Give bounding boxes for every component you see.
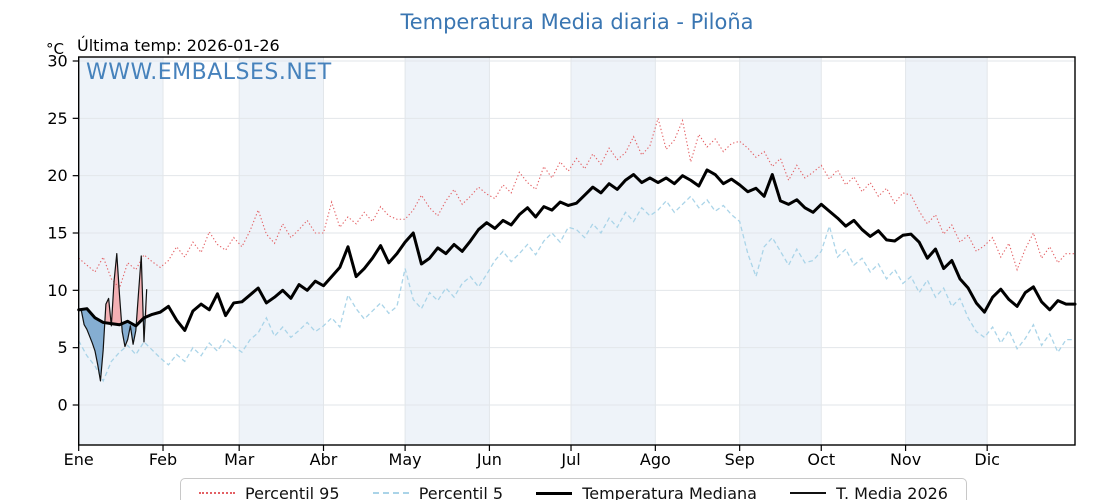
x-tick-label: Abr bbox=[310, 450, 338, 469]
legend-item-percentil95: Percentil 95 bbox=[199, 484, 340, 500]
percentil5-line bbox=[78, 195, 1075, 383]
x-tick-label: Sep bbox=[725, 450, 755, 469]
x-tick-label: Oct bbox=[807, 450, 835, 469]
month-band bbox=[905, 57, 988, 445]
chart-title: Temperatura Media diaria - Piloña bbox=[400, 10, 754, 34]
x-tick-label: Feb bbox=[149, 450, 177, 469]
x-tick-label: Ene bbox=[64, 450, 94, 469]
mediana-line-swatch bbox=[536, 491, 573, 495]
y-tick-label: 15 bbox=[47, 224, 67, 243]
month-band bbox=[78, 57, 164, 445]
y-tick-label: 30 bbox=[47, 52, 67, 71]
legend-item-percentil5: Percentil 5 bbox=[372, 483, 504, 500]
y-tick-label: 0 bbox=[58, 396, 68, 415]
legend-label-percentil95: Percentil 95 bbox=[245, 483, 340, 500]
fill-below-median bbox=[121, 321, 137, 347]
fill-above-median bbox=[111, 253, 122, 325]
x-tick-label: May bbox=[389, 450, 422, 469]
t-media-2026-line-swatch bbox=[790, 492, 827, 494]
percentil5-line-swatch bbox=[372, 492, 409, 494]
mediana-line bbox=[77, 168, 1077, 332]
fill-below-median bbox=[80, 308, 105, 381]
y-axis-unit-label: °C bbox=[46, 40, 64, 58]
legend-label-mediana: Temperatura Mediana bbox=[582, 483, 757, 500]
x-tick-label: Jul bbox=[560, 450, 580, 469]
legend: Percentil 95 Percentil 5 Temperatura Med… bbox=[180, 478, 967, 500]
x-tick-label: Mar bbox=[224, 450, 255, 469]
x-tick-label: Ago bbox=[640, 450, 671, 469]
x-tick-label: Dic bbox=[974, 450, 1000, 469]
y-tick-label: 10 bbox=[47, 281, 67, 300]
x-tick-label: Nov bbox=[890, 450, 921, 469]
month-band bbox=[739, 57, 822, 445]
last-temp-label: Última temp: 2026-01-26 bbox=[77, 36, 280, 55]
month-band bbox=[571, 57, 656, 445]
legend-label-t-media-2026: T. Media 2026 bbox=[836, 483, 948, 500]
y-tick-label: 25 bbox=[47, 109, 67, 128]
t-media-2026-line bbox=[78, 253, 148, 382]
watermark: WWW.EMBALSES.NET bbox=[86, 60, 332, 85]
y-tick-label: 5 bbox=[58, 338, 68, 357]
percentil95-line-swatch bbox=[199, 492, 235, 494]
x-tick-label: Jun bbox=[476, 450, 502, 469]
legend-item-mediana: Temperatura Mediana bbox=[536, 484, 757, 500]
y-tick-label: 20 bbox=[47, 166, 67, 185]
legend-item-t-media-2026: T. Media 2026 bbox=[790, 484, 948, 500]
legend-label-percentil5: Percentil 5 bbox=[418, 483, 504, 500]
plot-border bbox=[77, 56, 1076, 446]
month-band bbox=[239, 57, 324, 445]
percentil95-line bbox=[78, 116, 1075, 290]
